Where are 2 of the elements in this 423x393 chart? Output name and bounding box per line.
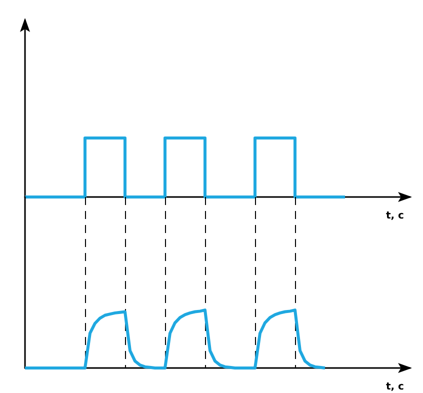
x-axis-title: t, c <box>386 382 404 392</box>
x-axis-title: t, c <box>386 210 404 222</box>
